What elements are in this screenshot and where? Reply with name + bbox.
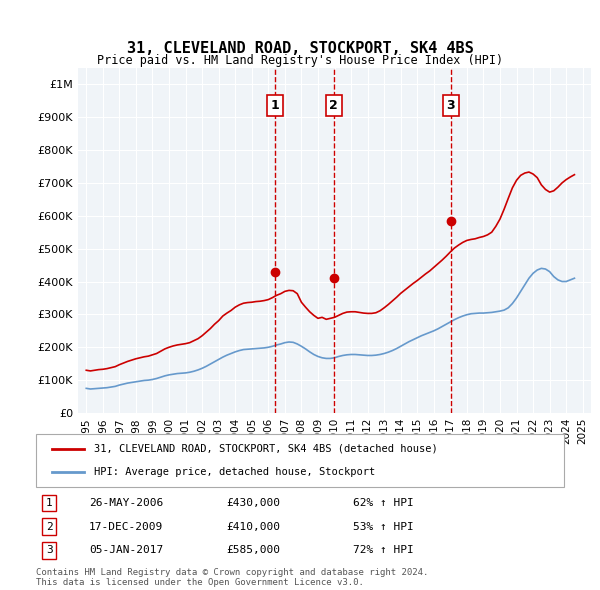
Text: 62% ↑ HPI: 62% ↑ HPI: [353, 498, 413, 508]
Text: 05-JAN-2017: 05-JAN-2017: [89, 545, 163, 555]
Text: £410,000: £410,000: [226, 522, 280, 532]
Text: 31, CLEVELAND ROAD, STOCKPORT, SK4 4BS: 31, CLEVELAND ROAD, STOCKPORT, SK4 4BS: [127, 41, 473, 56]
Text: 2: 2: [329, 99, 338, 112]
Text: 26-MAY-2006: 26-MAY-2006: [89, 498, 163, 508]
Text: 72% ↑ HPI: 72% ↑ HPI: [353, 545, 413, 555]
Text: £430,000: £430,000: [226, 498, 280, 508]
Text: Contains HM Land Registry data © Crown copyright and database right 2024.
This d: Contains HM Land Registry data © Crown c…: [36, 568, 428, 587]
Text: HPI: Average price, detached house, Stockport: HPI: Average price, detached house, Stoc…: [94, 467, 376, 477]
Text: 53% ↑ HPI: 53% ↑ HPI: [353, 522, 413, 532]
Text: 17-DEC-2009: 17-DEC-2009: [89, 522, 163, 532]
Text: 3: 3: [46, 545, 53, 555]
Text: Price paid vs. HM Land Registry's House Price Index (HPI): Price paid vs. HM Land Registry's House …: [97, 54, 503, 67]
Text: 3: 3: [446, 99, 455, 112]
Text: 1: 1: [271, 99, 280, 112]
Text: £585,000: £585,000: [226, 545, 280, 555]
Text: 2: 2: [46, 522, 53, 532]
Text: 1: 1: [46, 498, 53, 508]
FancyBboxPatch shape: [36, 434, 564, 487]
Text: 31, CLEVELAND ROAD, STOCKPORT, SK4 4BS (detached house): 31, CLEVELAND ROAD, STOCKPORT, SK4 4BS (…: [94, 444, 438, 454]
